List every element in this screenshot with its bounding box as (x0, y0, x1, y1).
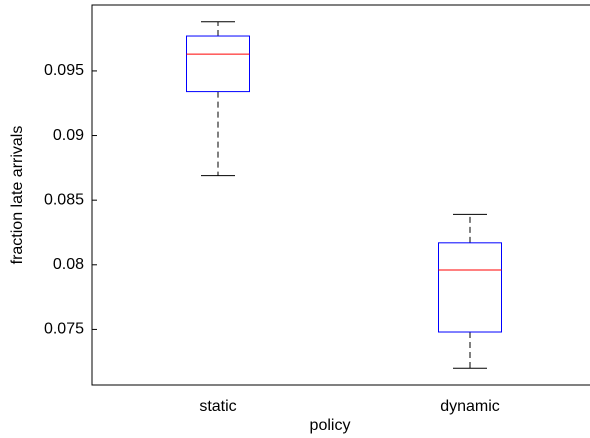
x-axis-label: policy (310, 417, 351, 434)
x-tick-label: static (199, 398, 236, 415)
x-tick-label: dynamic (440, 398, 500, 415)
y-tick-label: 0.075 (44, 321, 84, 338)
y-tick-label: 0.08 (53, 256, 84, 273)
plot-frame (91, 4, 590, 386)
y-tick-label: 0.085 (44, 191, 84, 208)
y-axis-label: fraction late arrivals (9, 126, 26, 265)
box (186, 35, 250, 93)
y-tick-label: 0.095 (44, 62, 84, 79)
y-tick-label: 0.09 (53, 127, 84, 144)
box (438, 242, 502, 333)
